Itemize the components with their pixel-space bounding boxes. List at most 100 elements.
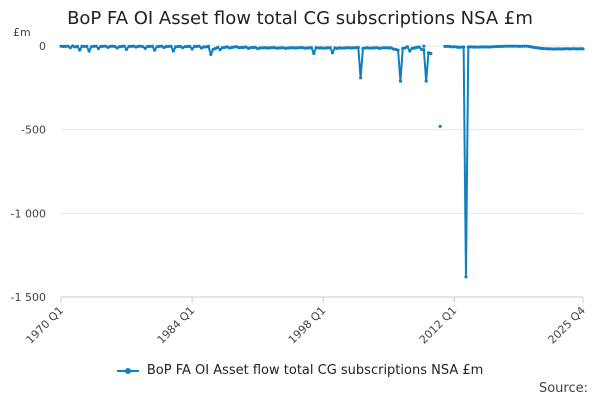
data-point[interactable] xyxy=(391,47,395,51)
data-point[interactable] xyxy=(117,45,122,49)
data-point[interactable] xyxy=(384,46,388,50)
data-point[interactable] xyxy=(506,44,510,48)
data-point[interactable] xyxy=(352,46,356,50)
data-point[interactable] xyxy=(206,44,211,48)
data-point[interactable] xyxy=(326,46,330,50)
data-point[interactable] xyxy=(450,45,454,49)
data-point[interactable] xyxy=(96,46,101,51)
data-point[interactable] xyxy=(349,46,353,50)
data-point[interactable] xyxy=(302,46,307,50)
data-point[interactable] xyxy=(419,47,424,51)
data-point[interactable] xyxy=(576,47,580,51)
data-point[interactable] xyxy=(424,79,428,83)
data-point[interactable] xyxy=(124,47,129,51)
data-point[interactable] xyxy=(476,45,480,49)
data-point[interactable] xyxy=(543,47,548,51)
data-point[interactable] xyxy=(160,44,164,48)
data-point[interactable] xyxy=(195,44,199,48)
data-point[interactable] xyxy=(75,44,79,48)
data-point[interactable] xyxy=(370,46,374,50)
data-point[interactable] xyxy=(459,45,463,49)
data-point[interactable] xyxy=(101,44,105,48)
data-point[interactable] xyxy=(380,46,384,50)
data-point[interactable] xyxy=(129,44,133,48)
data-point[interactable] xyxy=(581,47,585,51)
data-point[interactable] xyxy=(270,46,274,50)
data-point[interactable] xyxy=(202,45,206,49)
data-point[interactable] xyxy=(153,48,157,52)
data-point[interactable] xyxy=(572,47,576,51)
data-point[interactable] xyxy=(155,45,159,49)
data-point[interactable] xyxy=(80,44,84,48)
data-point[interactable] xyxy=(293,46,297,50)
data-point[interactable] xyxy=(298,46,302,50)
data-point[interactable] xyxy=(157,44,161,48)
data-point[interactable] xyxy=(382,46,386,50)
data-point[interactable] xyxy=(492,45,496,49)
data-point[interactable] xyxy=(494,44,498,49)
data-point[interactable] xyxy=(478,45,482,49)
data-point[interactable] xyxy=(452,45,456,49)
data-point[interactable] xyxy=(377,46,381,50)
data-point[interactable] xyxy=(87,49,91,53)
data-point[interactable] xyxy=(330,51,335,55)
data-point[interactable] xyxy=(445,44,449,48)
data-point[interactable] xyxy=(398,79,403,83)
data-point[interactable] xyxy=(305,46,309,50)
data-point[interactable] xyxy=(143,46,147,50)
data-point[interactable] xyxy=(120,44,124,48)
data-point[interactable] xyxy=(541,46,545,51)
data-point[interactable] xyxy=(546,47,550,51)
data-point[interactable] xyxy=(536,46,541,50)
data-point[interactable] xyxy=(490,45,494,49)
data-point[interactable] xyxy=(122,44,126,48)
data-point[interactable] xyxy=(511,44,515,48)
data-point[interactable] xyxy=(78,48,82,52)
data-point[interactable] xyxy=(417,45,421,49)
data-point[interactable] xyxy=(89,45,94,49)
data-point[interactable] xyxy=(110,44,115,48)
data-point[interactable] xyxy=(277,46,281,50)
data-point[interactable] xyxy=(347,46,351,50)
data-point[interactable] xyxy=(312,51,316,56)
data-point[interactable] xyxy=(265,46,269,50)
data-point[interactable] xyxy=(150,44,154,48)
data-point[interactable] xyxy=(218,48,222,52)
data-point[interactable] xyxy=(237,46,241,50)
data-point[interactable] xyxy=(405,45,410,49)
legend[interactable]: BoP FA OI Asset flow total CG subscripti… xyxy=(0,363,600,378)
data-point[interactable] xyxy=(61,44,65,49)
data-point[interactable] xyxy=(171,49,175,53)
data-point[interactable] xyxy=(314,46,318,50)
data-point[interactable] xyxy=(471,45,475,49)
data-point[interactable] xyxy=(192,44,197,49)
data-point[interactable] xyxy=(534,46,538,50)
data-point[interactable] xyxy=(354,46,358,50)
data-point[interactable] xyxy=(68,46,72,50)
data-point[interactable] xyxy=(284,46,288,50)
data-point[interactable] xyxy=(66,44,70,48)
data-point[interactable] xyxy=(141,45,145,49)
data-point[interactable] xyxy=(557,47,562,51)
data-point[interactable] xyxy=(127,44,131,49)
data-point[interactable] xyxy=(396,48,400,52)
data-point[interactable] xyxy=(363,46,367,50)
data-point[interactable] xyxy=(328,46,332,50)
data-point[interactable] xyxy=(515,44,520,48)
data-point[interactable] xyxy=(525,44,529,48)
data-point[interactable] xyxy=(232,45,236,49)
data-point[interactable] xyxy=(185,44,189,49)
data-point[interactable] xyxy=(499,44,503,48)
data-point[interactable] xyxy=(209,52,213,56)
data-point[interactable] xyxy=(323,46,328,50)
data-point[interactable] xyxy=(579,47,583,51)
data-point[interactable] xyxy=(307,46,311,50)
data-point[interactable] xyxy=(136,44,140,48)
data-point[interactable] xyxy=(267,46,271,50)
data-point[interactable] xyxy=(258,46,262,50)
data-point[interactable] xyxy=(469,45,473,49)
data-point[interactable] xyxy=(550,47,555,51)
data-point[interactable] xyxy=(274,46,278,50)
data-point[interactable] xyxy=(485,45,489,49)
data-point[interactable] xyxy=(569,47,573,51)
